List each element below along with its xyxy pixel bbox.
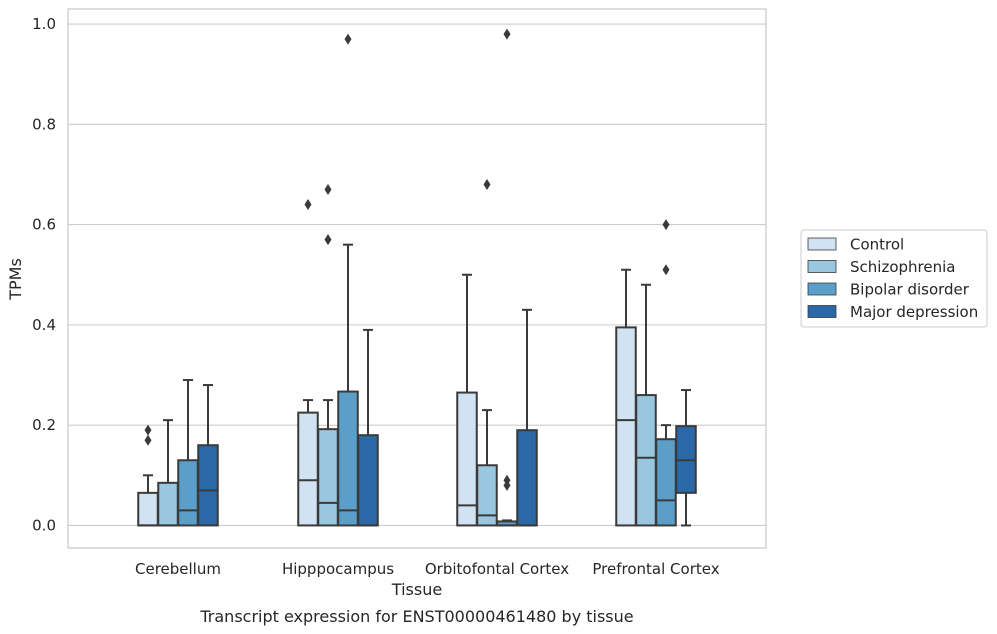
box-2-0 [456,273,478,527]
x-tick-label: Orbitofontal Cortex [425,560,569,578]
legend-item-control: Control [807,236,904,254]
y-tick-label: 0.6 [32,216,56,234]
box-body [317,428,339,527]
legend-item-schizophrenia: Schizophrenia [807,258,955,276]
box-3-2 [655,219,677,527]
box-body [655,438,677,527]
outlier-point [344,33,352,45]
box-3-3 [675,389,697,527]
outlier-point [662,219,670,231]
legend-item-major-depression: Major depression [807,303,978,321]
box-2-2 [496,28,518,527]
legend-frame [800,229,988,328]
y-tick-label: 0.4 [32,316,56,334]
outlier-point [304,199,312,211]
boxes-layer [137,28,697,527]
y-axis-label: TPMs [6,258,25,301]
box-1-1 [317,184,339,527]
legend-swatch-major-depression [807,305,837,318]
y-tick-label: 0.2 [32,416,56,434]
box-body [137,491,159,527]
box-body [456,391,478,527]
box-1-2 [337,33,359,527]
box-body [476,464,498,527]
x-axis-label: Tissue [391,580,442,599]
box-2-1 [476,178,498,527]
legend: Control Schizophrenia Bipolar disorder M… [800,229,988,328]
legend-item-bipolar-disorder: Bipolar disorder [807,281,970,299]
box-0-1 [157,419,179,527]
box-1-0 [297,199,319,527]
outlier-point [662,264,670,276]
outlier-point [144,424,152,436]
x-tick-label: Cerebellum [135,560,221,578]
box-body [177,459,199,527]
legend-swatch-schizophrenia [807,260,837,273]
box-2-3 [516,308,538,527]
box-body [357,434,379,527]
box-body [197,444,219,527]
legend-swatch-bipolar-disorder [807,282,837,296]
legend-swatch-control [807,237,837,251]
legend-label-schizophrenia: Schizophrenia [850,258,955,276]
axes-layer: 0.0 0.2 0.4 0.6 0.8 1.0 Cerebellum Hipppocampus… [32,15,720,578]
box-0-0 [137,424,159,527]
outlier-point [144,434,152,446]
box-body [157,481,179,527]
legend-label-control: Control [850,236,904,254]
box-body [615,326,637,527]
box-3-1 [635,283,657,527]
outlier-point [324,184,332,196]
box-body [337,390,359,527]
outlier-point [324,234,332,246]
outlier-point [483,178,491,190]
legend-label-major-depression: Major depression [850,303,978,321]
y-tick-label: 0.0 [32,516,56,534]
outlier-point [503,474,511,486]
y-tick-label: 1.0 [32,15,56,33]
box-1-3 [357,328,379,527]
chart-caption: Transcript expression for ENST0000046148… [199,607,633,626]
x-tick-label: Prefrontal Cortex [592,560,719,578]
box-3-0 [615,268,637,527]
box-0-3 [197,384,219,527]
y-tick-label: 0.8 [32,115,56,133]
x-tick-label: Hipppocampus [282,560,394,578]
box-body [635,394,657,527]
plot-frame [67,8,767,549]
box-0-2 [177,379,199,527]
outlier-point [503,28,511,40]
legend-label-bipolar-disorder: Bipolar disorder [850,281,970,299]
box-body [516,429,538,527]
box-body [297,411,319,527]
